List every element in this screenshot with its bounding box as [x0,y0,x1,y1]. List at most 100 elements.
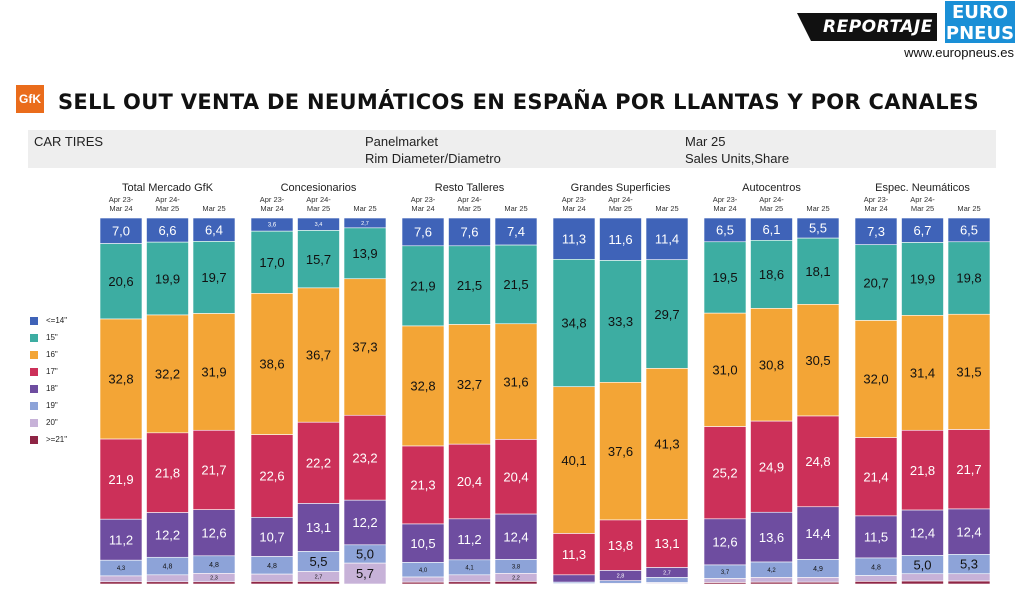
data-label: 2,3 [210,576,218,582]
bar-segment [599,217,642,261]
bar-segment [146,574,189,583]
bar-segment [343,278,387,416]
data-label: 13,6 [759,530,784,545]
bar-segment [901,509,944,556]
bar-segment [854,581,898,585]
bar-segment [796,304,840,417]
bar-segment [796,506,840,560]
bar-segment [854,437,898,517]
data-label: 5,5 [809,221,827,236]
bar-segment [947,580,991,585]
period-label: Mar 25 [307,204,330,213]
data-label: 30,5 [805,353,830,368]
bar-segment [599,260,642,383]
data-label: 2,8 [617,574,625,580]
data-label: 2,7 [361,221,369,227]
period-label: Mar 25 [504,204,527,213]
legend-label: <=14" [46,316,68,325]
data-label: 4,8 [209,562,219,569]
bar-segment [599,519,642,571]
data-label: 31,5 [956,365,981,380]
period-label: Mar 25 [760,204,783,213]
bar-segment [448,217,491,247]
data-label: 37,3 [352,340,377,355]
legend-label: 18" [46,384,58,393]
bar-segment [192,509,236,557]
period-label: Mar 25 [957,204,980,213]
legend-label: 15" [46,333,58,342]
bar-segment [494,244,538,325]
data-label: 12,6 [201,525,226,540]
data-label: 40,1 [561,453,586,468]
bar-segment [645,519,689,568]
bar-segment [750,581,793,585]
bar-segment [343,414,387,501]
data-label: 13,8 [608,538,633,553]
group-title: Total Mercado GfK [122,182,214,194]
europneus-logo: EURO PNEUS [945,1,1015,43]
data-label: 24,9 [759,459,784,474]
info-panelmarket: Panelmarket [365,134,438,149]
data-label: 21,7 [956,462,981,477]
data-label: 12,4 [910,525,935,540]
period-label: Mar 24 [411,204,434,213]
data-label: 6,1 [762,222,780,237]
data-label: 7,4 [507,224,525,239]
bar-segment [645,217,689,261]
legend-item: >=21" [30,431,67,448]
legend-item: 15" [30,329,67,346]
bar-segment [250,581,294,585]
bar-segment [901,242,944,316]
data-label: 29,7 [654,307,679,322]
bar-segment [854,320,898,438]
bar-segment [494,217,538,246]
bar-segment [343,227,387,280]
data-label: 4,0 [419,568,428,574]
data-label: 20,7 [863,275,888,290]
legend-item: 20" [30,414,67,431]
bar-segment [901,580,944,585]
site-url[interactable]: www.europneus.es [904,45,1014,60]
legend-item: 19" [30,397,67,414]
bar-segment [146,512,189,558]
data-label: 19,9 [910,272,935,287]
period-label: Mar 25 [655,204,678,213]
legend-swatch [30,384,38,393]
legend-swatch [30,418,38,427]
data-label: 7,6 [414,225,432,240]
period-label: Apr 24- [910,195,935,204]
data-label: 31,4 [910,365,935,380]
data-label: 32,8 [410,379,435,394]
bar-segment [494,439,538,515]
bar-segment [552,574,596,583]
chart-legend: <=14" 15" 16" 17" 18" 19" 20" >=21" [30,312,67,448]
period-label: Mar 24 [109,204,132,213]
bar-segment [192,581,236,585]
bar-segment [448,245,491,325]
bar-segment [99,243,143,320]
data-label: 5,3 [960,557,978,572]
info-period: Mar 25 [685,134,726,149]
bar-segment [599,580,642,584]
data-label: 13,1 [306,520,331,535]
bar-segment [901,429,944,511]
period-label: Apr 23- [109,195,134,204]
legend-swatch [30,367,38,376]
bar-segment [750,240,793,309]
legend-swatch [30,350,38,359]
data-label: 21,5 [457,278,482,293]
data-label: 7,3 [867,224,885,239]
data-label: 20,6 [108,274,133,289]
bar-segment [599,582,642,585]
legend-label: 19" [46,401,58,410]
bar-segment [947,508,991,555]
bar-segment [146,217,189,243]
bar-segment [796,577,840,583]
bar-segment [703,582,747,585]
period-label: Mar 25 [353,204,376,213]
bar-segment [645,577,689,583]
period-label: Mar 25 [609,204,632,213]
logo-line2: PNEUS [945,23,1015,44]
bar-segment [947,429,991,510]
bar-segment [448,574,491,583]
